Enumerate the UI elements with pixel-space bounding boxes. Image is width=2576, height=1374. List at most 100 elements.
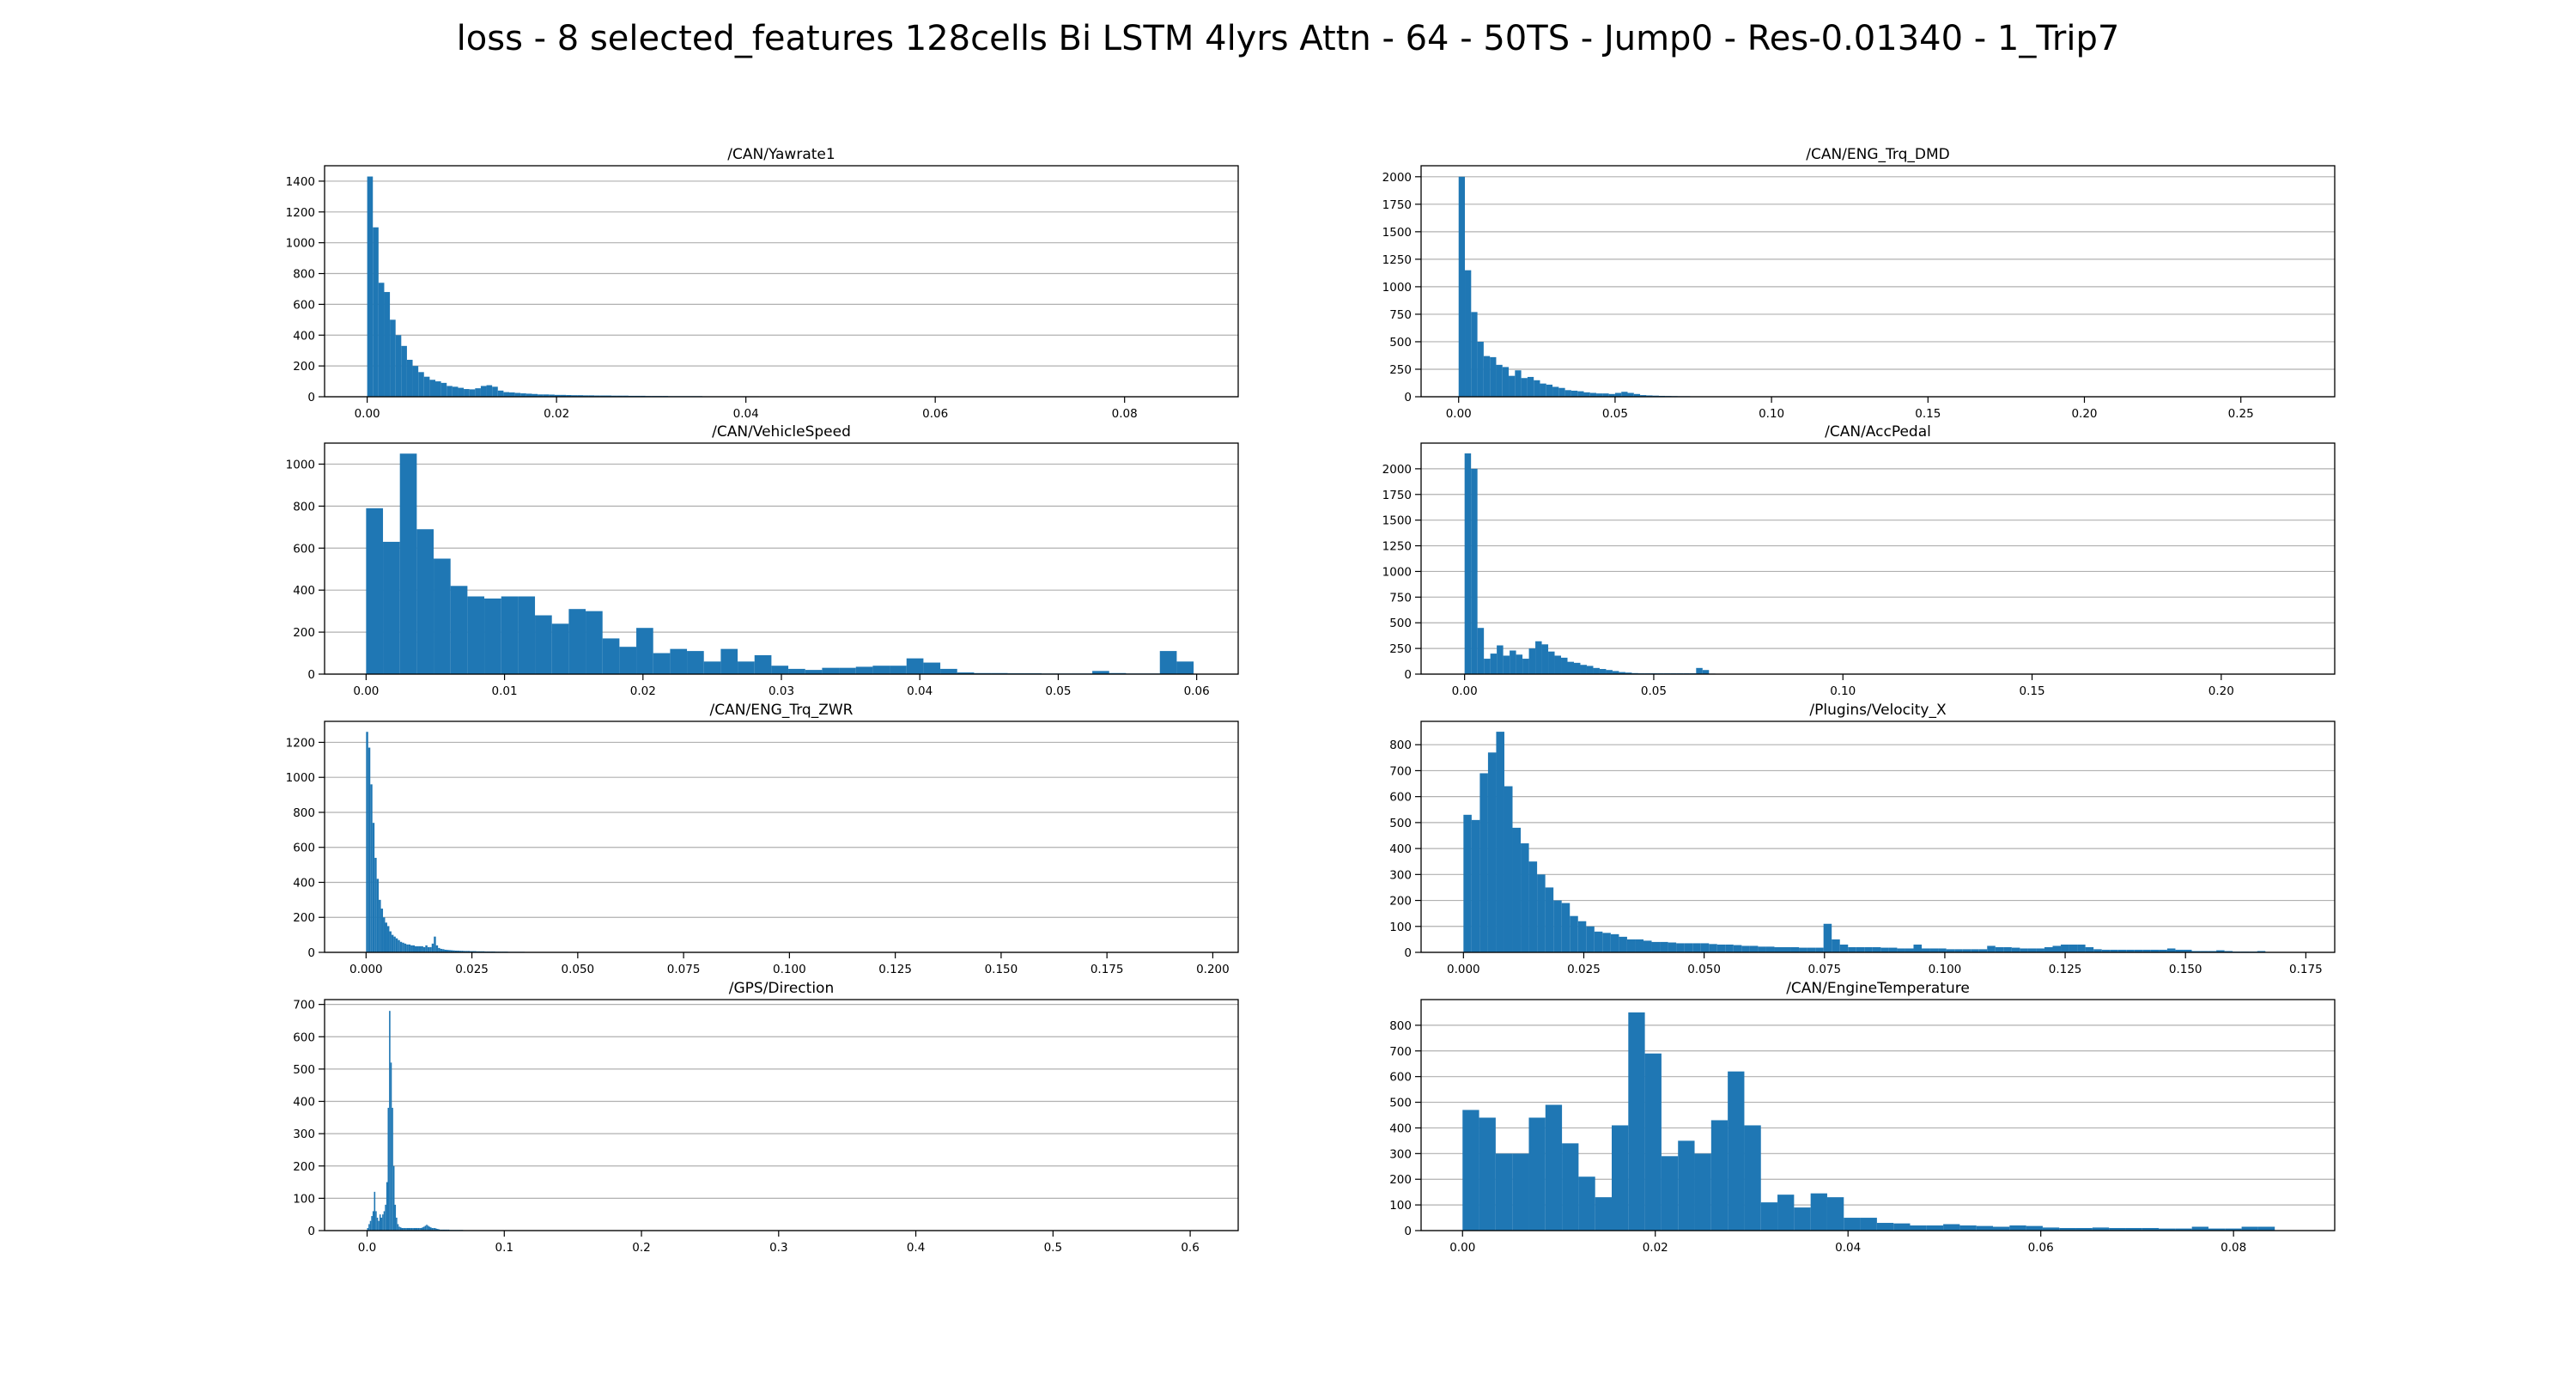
y-tick-label: 750 (1389, 591, 1412, 605)
histogram-bar (1528, 648, 1536, 674)
histogram-bar (1626, 939, 1636, 952)
histogram-bar (1463, 814, 1472, 952)
histogram-bar (1521, 378, 1528, 397)
histogram-bar (1515, 370, 1522, 397)
histogram-bar (385, 1204, 386, 1231)
histogram-bar (549, 394, 555, 397)
y-tick-label: 2000 (1382, 171, 1412, 185)
histogram-bar (1610, 933, 1619, 952)
histogram-bar (415, 1227, 417, 1231)
histogram-bar (1628, 1012, 1645, 1231)
x-tick-label: 0.02 (630, 684, 656, 698)
x-tick-label: 0.06 (2028, 1241, 2054, 1255)
x-tick-label: 0.125 (2049, 963, 2082, 976)
y-tick-label: 1200 (286, 206, 315, 220)
x-tick-label: 0.150 (985, 963, 1018, 976)
histogram-bar (410, 945, 413, 952)
histogram-bar (1496, 364, 1503, 397)
histogram-bar (398, 939, 400, 952)
histogram-bar (416, 1227, 418, 1231)
histogram-bar (1608, 393, 1615, 397)
axes-frame (1420, 999, 2336, 1231)
histogram-bar (1794, 1207, 1811, 1231)
histogram-bar (2036, 948, 2044, 952)
histogram-bar (2011, 947, 2020, 952)
histogram-bar (450, 950, 453, 952)
histogram-bar (2075, 1228, 2093, 1231)
histogram-bar (1758, 946, 1766, 952)
histogram-bar (386, 1182, 388, 1231)
histogram-bar (2159, 1228, 2176, 1231)
histogram-bar (2191, 1226, 2208, 1231)
histogram-bar (422, 946, 426, 952)
x-tick-label: 0.3 (769, 1241, 787, 1255)
histogram-bar (497, 390, 504, 397)
histogram-bar (394, 1204, 397, 1231)
histogram-bar (2109, 1228, 2126, 1231)
histogram-bar (1946, 949, 1955, 952)
x-tick-label: 0.10 (1830, 684, 1856, 698)
figure-suptitle: loss - 8 selected_features 128cells Bi L… (456, 19, 2120, 58)
histogram-bar (636, 628, 653, 674)
y-tick-label: 0 (1404, 1225, 1412, 1238)
histogram-bar (383, 1211, 386, 1231)
histogram-bar (1716, 944, 1726, 952)
y-tick-label: 1500 (1382, 226, 1412, 240)
histogram-bar (390, 319, 396, 397)
histogram-bar (720, 648, 738, 674)
histogram-bar (412, 945, 416, 952)
x-tick-label: 0.15 (1915, 407, 1941, 421)
x-tick-label: 0.08 (2221, 1241, 2246, 1255)
x-tick-label: 0.01 (492, 684, 518, 698)
histogram-bar (426, 1225, 428, 1231)
histogram-bar (406, 359, 413, 397)
histogram-bar (427, 1225, 429, 1231)
y-tick-label: 250 (1389, 363, 1412, 377)
histogram-bar (1577, 391, 1584, 397)
histogram-bar (2059, 1228, 2076, 1231)
x-tick-label: 0.05 (1602, 407, 1628, 421)
histogram-bar (1619, 672, 1625, 674)
histogram-bar (1926, 1225, 1944, 1231)
histogram-panel-0: 0.00 0.02 0.04 0.06 0.08 0 200 400 600 800 1000 120… (286, 146, 1239, 421)
histogram-bar (1527, 376, 1534, 397)
y-tick-label: 1000 (286, 771, 315, 785)
histogram-bar (1554, 655, 1562, 674)
histogram-bar (1479, 773, 1488, 952)
histogram-bar (1823, 923, 1832, 952)
histogram-bar (423, 376, 430, 397)
histogram-bar (434, 1227, 436, 1231)
y-tick-label: 0 (1404, 391, 1412, 404)
histogram-bar (1651, 941, 1661, 952)
histogram-bar (2110, 949, 2118, 952)
panel-title: /CAN/EngineTemperature (1786, 980, 1970, 997)
histogram-bar (1733, 945, 1742, 952)
histogram-bar (429, 946, 432, 952)
histogram-bar (398, 1226, 400, 1231)
histogram-bar (1876, 1223, 1894, 1231)
x-tick-label: 0.175 (2289, 963, 2323, 976)
y-tick-label: 400 (293, 1096, 315, 1110)
histogram-bar (1643, 940, 1652, 952)
histogram-bar (526, 393, 532, 397)
histogram-bar (367, 1227, 369, 1231)
histogram-bar (771, 666, 789, 674)
histogram-bar (518, 596, 536, 674)
histogram-bar (2003, 946, 2012, 952)
histogram-bar (448, 950, 451, 952)
histogram-bar (1599, 669, 1607, 674)
histogram-bar (385, 922, 387, 952)
y-tick-label: 200 (1389, 895, 1412, 909)
histogram-bar (535, 615, 552, 674)
histogram-bar (429, 380, 436, 397)
x-tick-label: 0.02 (544, 407, 569, 421)
histogram-bar (1646, 395, 1653, 397)
histogram-bar (406, 1227, 409, 1231)
x-tick-label: 0.075 (1807, 963, 1841, 976)
histogram-bar (1962, 949, 1971, 952)
histogram-bar (1580, 665, 1587, 674)
histogram-bar (703, 661, 721, 674)
y-tick-label: 1000 (286, 458, 315, 471)
histogram-bar (2225, 1228, 2242, 1231)
histogram-bar (1976, 1225, 1994, 1231)
